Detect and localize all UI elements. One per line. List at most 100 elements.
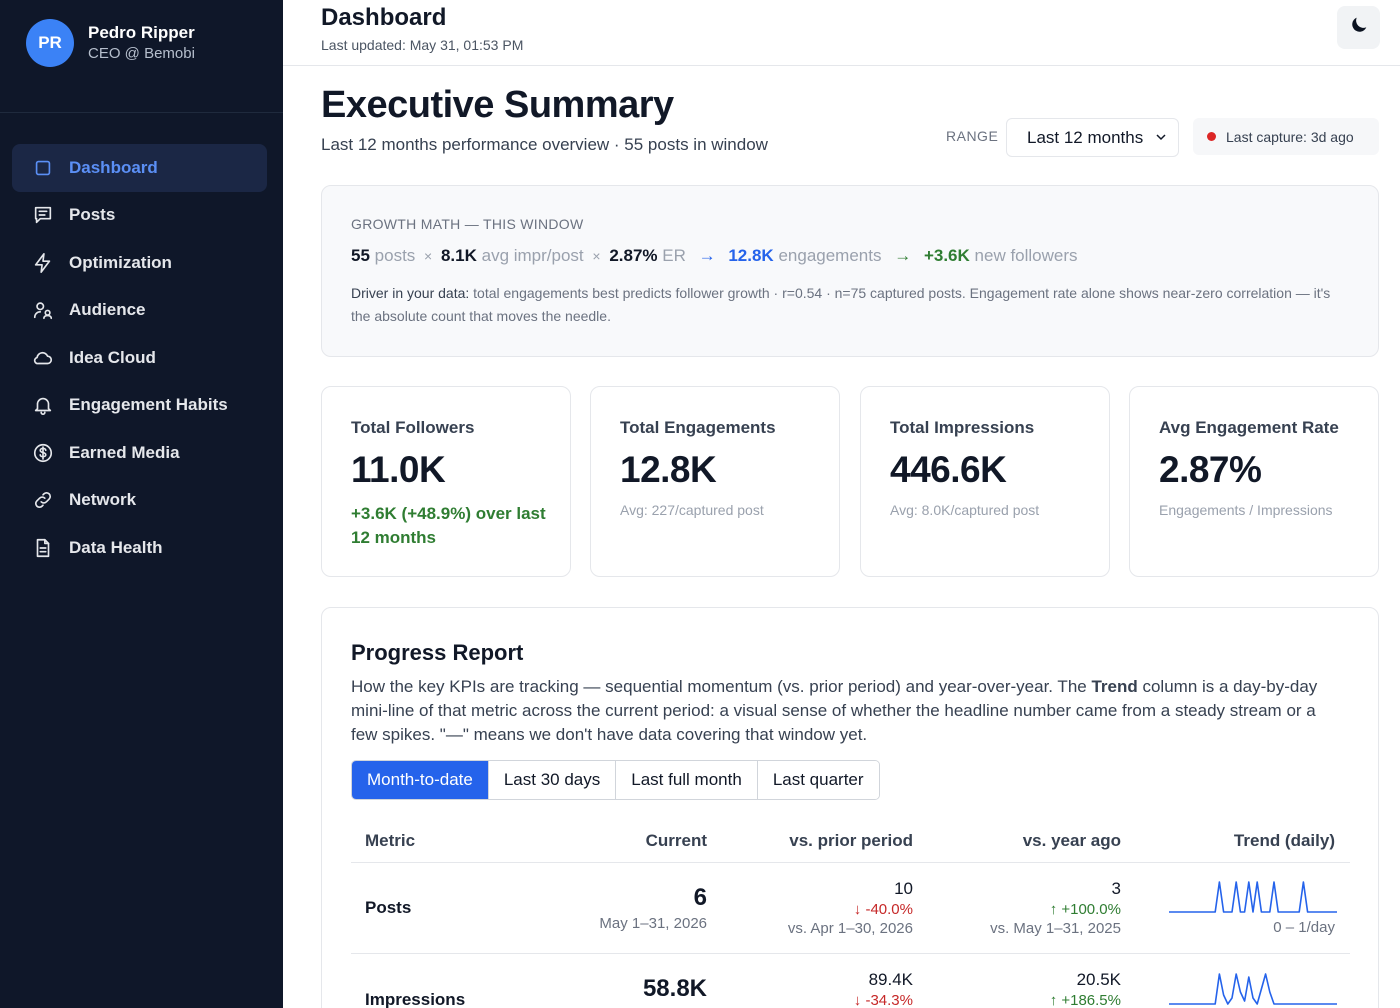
row-trend-range: 0 – 1/day [1273, 919, 1335, 936]
row-yoy-period: vs. May 1–31, 2025 [990, 920, 1121, 937]
row-yoy-change: ↑ +100.0% [1049, 901, 1121, 918]
sidebar-item-label: Network [69, 490, 137, 510]
avatar[interactable]: PR [26, 19, 74, 67]
row-metric: Posts [365, 898, 412, 917]
row-prior-change: ↓ -40.0% [853, 901, 913, 918]
sidebar-item-posts[interactable]: Posts [12, 192, 267, 240]
tab-last-30-days[interactable]: Last 30 days [488, 761, 617, 799]
row-prior-period: vs. Apr 1–30, 2026 [787, 920, 913, 937]
status-dot [1207, 132, 1216, 141]
sidebar-divider [0, 112, 283, 113]
row-prior: 10 [894, 879, 913, 898]
growth-posts: 55 [351, 246, 370, 265]
capture-status: Last capture: 3d ago [1193, 118, 1379, 155]
row-divider [351, 953, 1350, 954]
trend-sparkline [1169, 973, 1337, 1005]
capture-text: Last capture: 3d ago [1226, 128, 1354, 145]
row-yoy-change: ↑ +186.5% [1049, 992, 1121, 1008]
tab-last-full-month[interactable]: Last full month [616, 761, 758, 799]
cloud-icon [32, 347, 54, 369]
tab-last-quarter[interactable]: Last quarter [757, 761, 879, 799]
sidebar-item-label: Idea Cloud [69, 347, 156, 367]
sidebar-item-label: Earned Media [69, 442, 180, 462]
row-yoy: 3 [1111, 879, 1121, 898]
growth-er-label: ER [662, 246, 686, 265]
kpi-card-engagement-rate: Avg Engagement Rate 2.87% Engagements / … [1129, 386, 1379, 577]
trend-sparkline [1169, 881, 1337, 913]
kpi-card-engagements: Total Engagements 12.8K Avg: 227/capture… [590, 386, 840, 577]
range-select[interactable]: Last 12 months [1006, 118, 1179, 157]
driver-lead: Driver in your data: [351, 285, 470, 301]
dollar-icon [32, 442, 54, 464]
driver-text: total engagements best predicts follower… [351, 285, 1331, 324]
document-icon [32, 537, 54, 559]
bell-icon [32, 394, 54, 416]
row-prior: 89.4K [868, 970, 913, 989]
sidebar-item-data-health[interactable]: Data Health [12, 524, 267, 572]
theme-toggle-button[interactable] [1337, 6, 1380, 49]
progress-description: How the key KPIs are tracking — sequenti… [351, 675, 1341, 747]
sidebar-item-engagement-habits[interactable]: Engagement Habits [12, 382, 267, 430]
sidebar-item-earned-media[interactable]: Earned Media [12, 429, 267, 477]
sidebar-item-label: Posts [69, 205, 116, 225]
growth-impr: 8.1K [440, 246, 477, 265]
kpi-card-followers: Total Followers 11.0K +3.6K (+48.9%) ove… [321, 386, 571, 577]
kpi-note: Avg: 8.0K/captured post [890, 502, 1040, 518]
sidebar-item-label: Engagement Habits [69, 395, 228, 415]
last-updated: Last updated: May 31, 01:53 PM [321, 37, 524, 53]
row-yoy: 20.5K [1076, 970, 1121, 989]
kpi-value: 12.8K [620, 449, 717, 490]
sidebar-item-idea-cloud[interactable]: Idea Cloud [12, 334, 267, 382]
chevron-down-icon [1156, 134, 1166, 141]
bolt-icon [32, 252, 54, 274]
period-tabs: Month-to-date Last 30 days Last full mon… [351, 760, 880, 800]
summary-subtitle: Last 12 months performance overview · 55… [321, 135, 768, 154]
kpi-note: +3.6K (+48.9%) over last 12 months [351, 504, 546, 547]
growth-er: 2.87% [609, 246, 658, 265]
arrow-right-icon: → [698, 246, 716, 265]
link-icon [32, 489, 54, 511]
users-icon [32, 299, 54, 321]
sidebar-item-label: Dashboard [69, 157, 158, 177]
times-symbol: × [592, 248, 601, 264]
kpi-note: Avg: 227/captured post [620, 502, 764, 518]
growth-heading: GROWTH MATH — THIS WINDOW [351, 216, 584, 232]
sidebar-nav: Dashboard Posts Optimization Audience Id… [12, 144, 267, 572]
progress-report: Progress Report How the key KPIs are tra… [321, 607, 1379, 1008]
moon-icon [1348, 14, 1370, 41]
kpi-label: Avg Engagement Rate [1159, 418, 1339, 437]
profile[interactable]: PR Pedro Ripper CEO @ Bemobi [26, 19, 195, 67]
tab-month-to-date[interactable]: Month-to-date [352, 761, 489, 799]
growth-followers-label: new followers [974, 246, 1078, 265]
sidebar-item-label: Data Health [69, 537, 163, 557]
sidebar: PR Pedro Ripper CEO @ Bemobi Dashboard P… [0, 0, 283, 1008]
times-symbol: × [424, 248, 433, 264]
growth-impr-label: avg impr/post [481, 246, 584, 265]
row-current: 58.8K [642, 975, 707, 1002]
kpi-label: Total Impressions [890, 418, 1035, 437]
kpi-value: 2.87% [1159, 449, 1262, 490]
column-header-prior: vs. prior period [789, 831, 913, 850]
column-header-yoy: vs. year ago [1022, 831, 1121, 850]
kpi-value: 446.6K [890, 449, 1007, 490]
row-metric: Impressions [365, 990, 466, 1008]
kpi-value: 11.0K [351, 449, 446, 490]
growth-engagements-label: engagements [778, 246, 882, 265]
arrow-right-icon: → [894, 246, 912, 265]
kpi-label: Total Engagements [620, 418, 776, 437]
sidebar-item-audience[interactable]: Audience [12, 287, 267, 335]
growth-posts-label: posts [374, 246, 416, 265]
growth-engagements: 12.8K [728, 246, 774, 265]
sidebar-item-network[interactable]: Network [12, 477, 267, 525]
profile-role: CEO @ Bemobi [88, 45, 195, 62]
growth-equation: 55 posts × 8.1K avg impr/post × 2.87% ER… [351, 246, 1078, 266]
growth-followers: +3.6K [923, 246, 970, 265]
message-icon [32, 204, 54, 226]
sidebar-item-optimization[interactable]: Optimization [12, 239, 267, 287]
sidebar-item-dashboard[interactable]: Dashboard [12, 144, 267, 192]
column-header-current: Current [645, 831, 707, 850]
sidebar-item-label: Audience [69, 300, 146, 320]
sidebar-item-label: Optimization [69, 252, 172, 272]
growth-math-panel: GROWTH MATH — THIS WINDOW 55 posts × 8.1… [321, 185, 1379, 357]
range-value: Last 12 months [1027, 127, 1144, 147]
